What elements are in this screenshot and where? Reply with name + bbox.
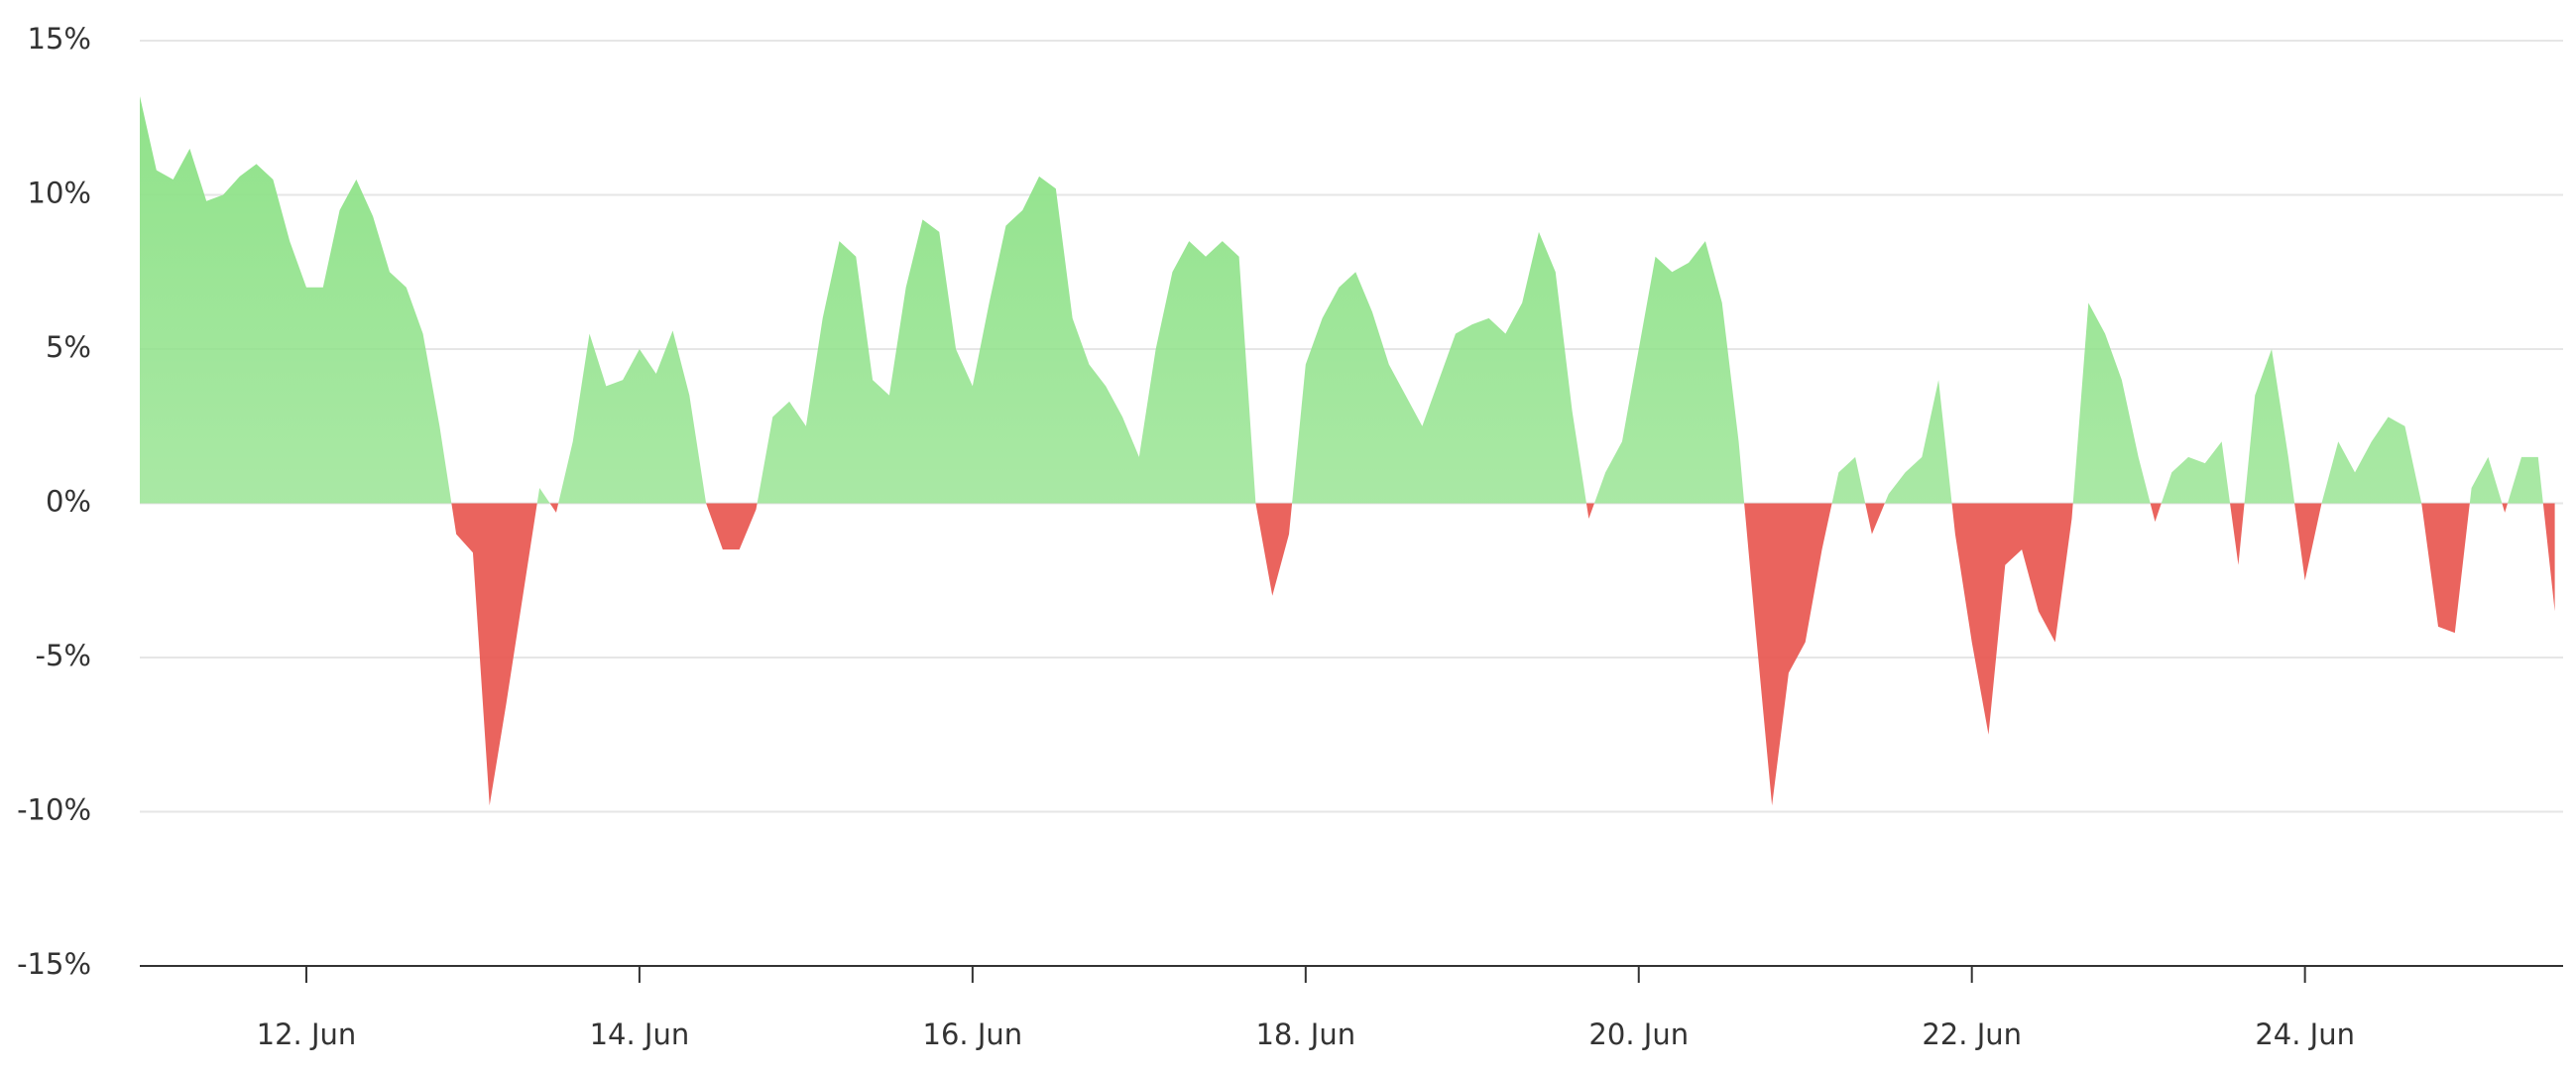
y-tick-label: 5% — [46, 330, 91, 364]
y-tick-label: -15% — [17, 947, 91, 981]
x-tick-label: 14. Jun — [590, 1018, 690, 1051]
y-tick-label: 15% — [28, 22, 91, 56]
x-tick-label: 20. Jun — [1588, 1018, 1689, 1051]
x-tick-label: 18. Jun — [1255, 1018, 1355, 1051]
y-tick-label: -5% — [36, 639, 91, 672]
negative-area — [140, 503, 2555, 806]
x-tick-label: 24. Jun — [2255, 1018, 2355, 1051]
x-tick-label: 16. Jun — [923, 1018, 1023, 1051]
x-tick-label: 22. Jun — [1922, 1018, 2022, 1051]
y-tick-label: 10% — [28, 177, 91, 210]
positive-area — [140, 95, 2555, 504]
y-tick-label: 0% — [46, 485, 91, 519]
x-tick-label: 12. Jun — [257, 1018, 357, 1051]
y-tick-label: -10% — [17, 793, 91, 827]
